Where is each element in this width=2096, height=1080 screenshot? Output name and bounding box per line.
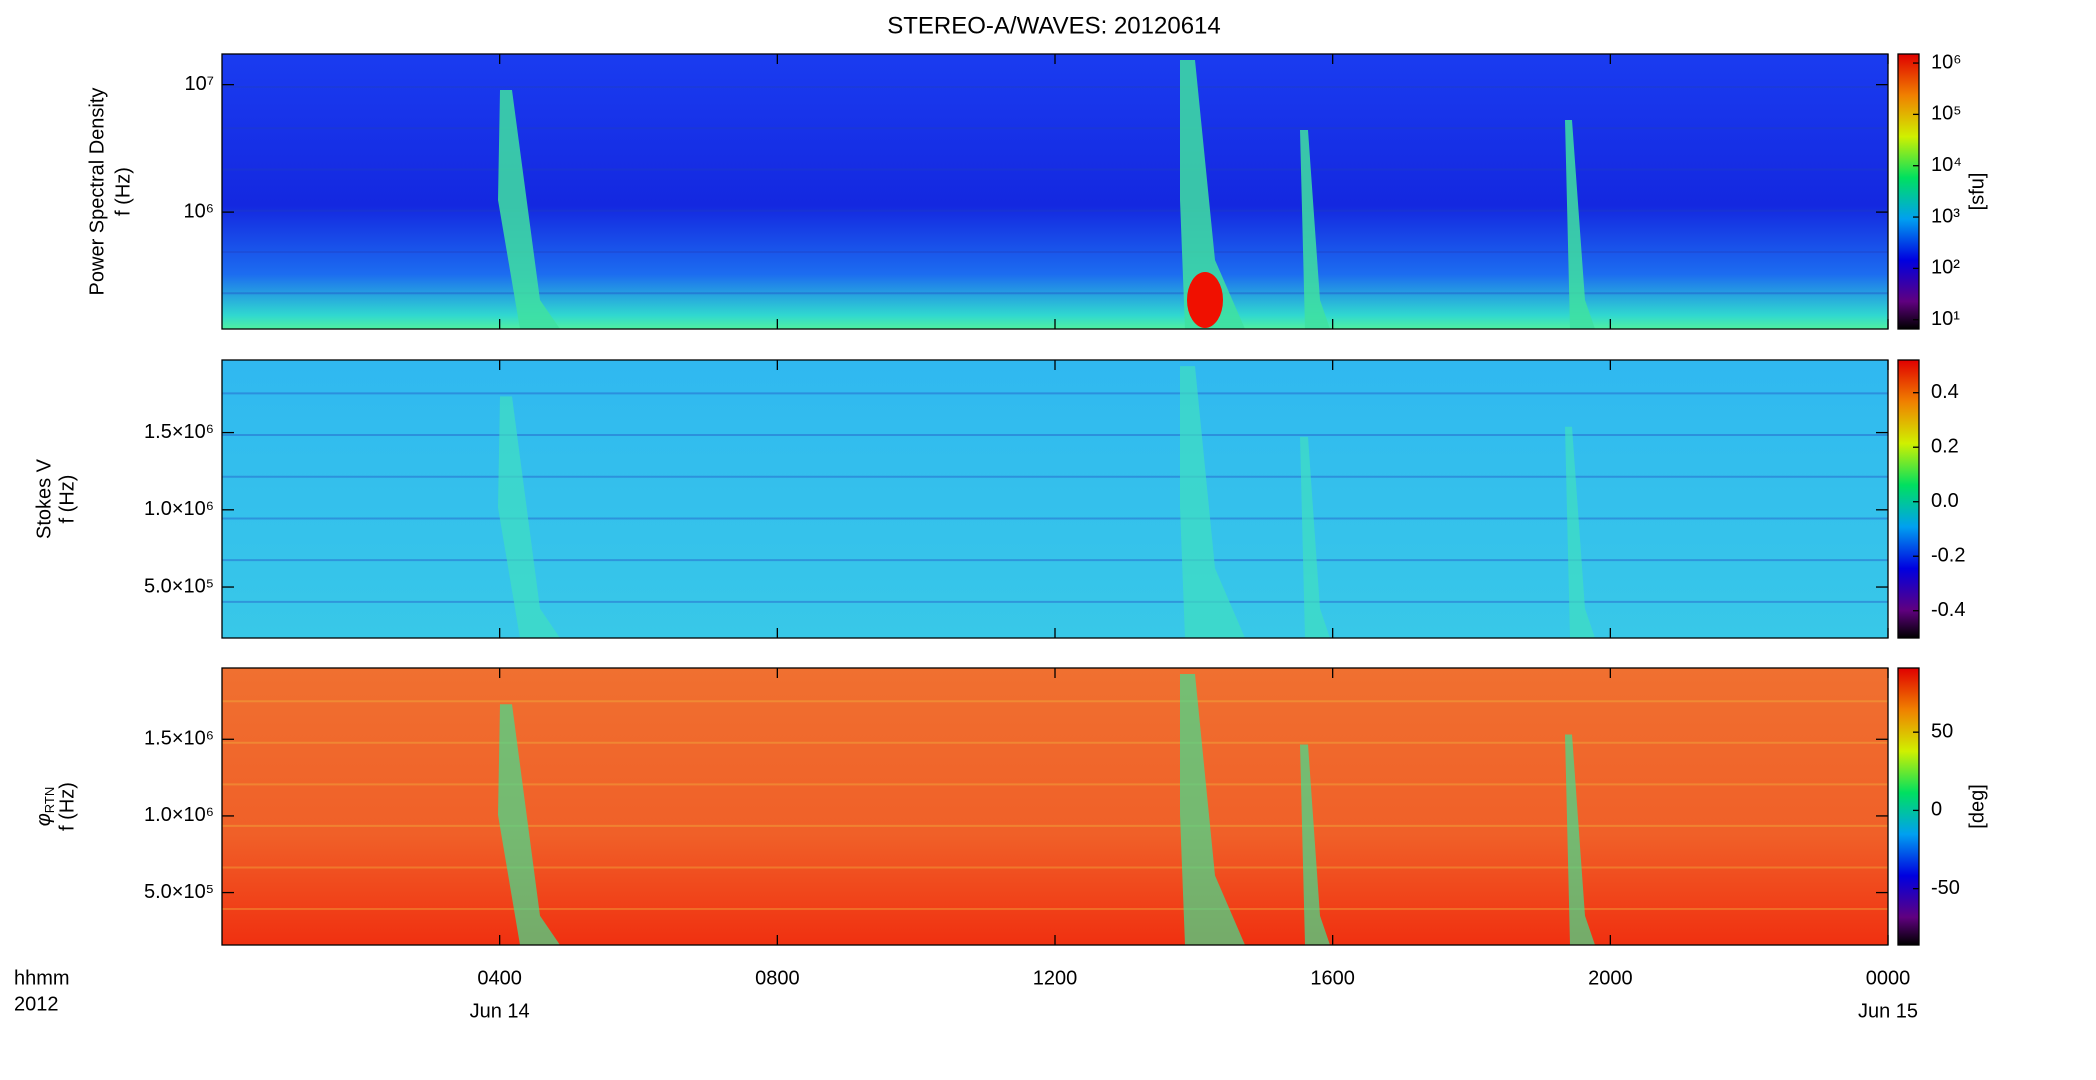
burst-feature [498, 90, 560, 329]
colorbar-tick-label: -0.4 [1931, 599, 1965, 621]
colorbar-tick-label: -0.2 [1931, 545, 1965, 567]
colorbar-tick-label: 10³ [1931, 205, 1960, 227]
y-axis-label: f (Hz) [112, 167, 134, 216]
burst-feature [1180, 366, 1245, 638]
y-tick-label: 1.0×10⁶ [144, 804, 214, 826]
colorbar-tick-label: 50 [1931, 720, 1953, 742]
burst-feature [1300, 130, 1330, 329]
y-tick-label: 1.5×10⁶ [144, 421, 214, 443]
colorbar-label: [deg] [1966, 784, 1988, 828]
colorbar-tick-label: 10⁴ [1931, 154, 1962, 176]
colorbar-tick-label: 10⁵ [1931, 103, 1962, 125]
y-axis-label-symbol: φ [33, 813, 55, 826]
burst-feature [1180, 674, 1245, 945]
y-axis-label: f (Hz) [56, 782, 78, 831]
x-tick-label: 0800 [755, 967, 800, 989]
burst-feature [498, 704, 560, 945]
burst-feature [1565, 426, 1595, 638]
y-tick-label: 1.5×10⁶ [144, 728, 214, 750]
colorbar [1897, 53, 1920, 330]
y-tick-label: 5.0×10⁵ [144, 881, 214, 903]
y-axis-label: Stokes V [33, 458, 55, 539]
y-axis-label-subscript: RTN [42, 787, 57, 813]
spectrogram-image [222, 54, 1888, 329]
x-tick-label: 1600 [1310, 967, 1355, 989]
burst-feature [1300, 436, 1330, 638]
burst-feature [498, 396, 560, 638]
chart-title: STEREO-A/WAVES: 20120614 [887, 12, 1220, 39]
x-tick-label: 2000 [1588, 967, 1633, 989]
colorbar-tick-label: 10¹ [1931, 308, 1960, 330]
y-axis-label: Power Spectral Density [86, 88, 108, 296]
x-tick-label: 1200 [1033, 967, 1078, 989]
spectrogram-image [222, 668, 1888, 945]
burst-core [1187, 272, 1223, 328]
burst-feature [1300, 744, 1330, 945]
x-tick-label: 0000 [1866, 967, 1911, 989]
colorbar [1897, 667, 1920, 946]
colorbar-tick-label: 0 [1931, 799, 1942, 821]
colorbar-label: [sfu] [1966, 173, 1988, 211]
colorbar-tick-label: -50 [1931, 877, 1960, 899]
colorbar [1897, 359, 1920, 639]
y-tick-label: 10⁶ [184, 200, 214, 222]
x-date-label: Jun 14 [470, 1000, 530, 1022]
colorbar-tick-label: 0.0 [1931, 490, 1959, 512]
x-tick-label: 0400 [477, 967, 522, 989]
y-axis-label: φRTN [33, 787, 57, 827]
colorbar-tick-label: 0.4 [1931, 381, 1959, 403]
colorbar-tick-label: 10⁶ [1931, 51, 1961, 73]
y-tick-label: 5.0×10⁵ [144, 575, 214, 597]
burst-feature [1565, 734, 1595, 945]
burst-feature [1565, 120, 1595, 329]
x-axis-label: hhmm [14, 967, 70, 989]
colorbar-tick-label: 10² [1931, 257, 1960, 279]
burst-feature [1180, 60, 1245, 329]
colorbar-tick-label: 0.2 [1931, 435, 1959, 457]
year-label: 2012 [14, 993, 59, 1015]
y-axis-label: f (Hz) [56, 475, 78, 524]
spectrogram-image [222, 360, 1888, 638]
y-tick-label: 1.0×10⁶ [144, 498, 214, 520]
y-tick-label: 10⁷ [185, 73, 214, 95]
x-date-label: Jun 15 [1858, 1000, 1918, 1022]
